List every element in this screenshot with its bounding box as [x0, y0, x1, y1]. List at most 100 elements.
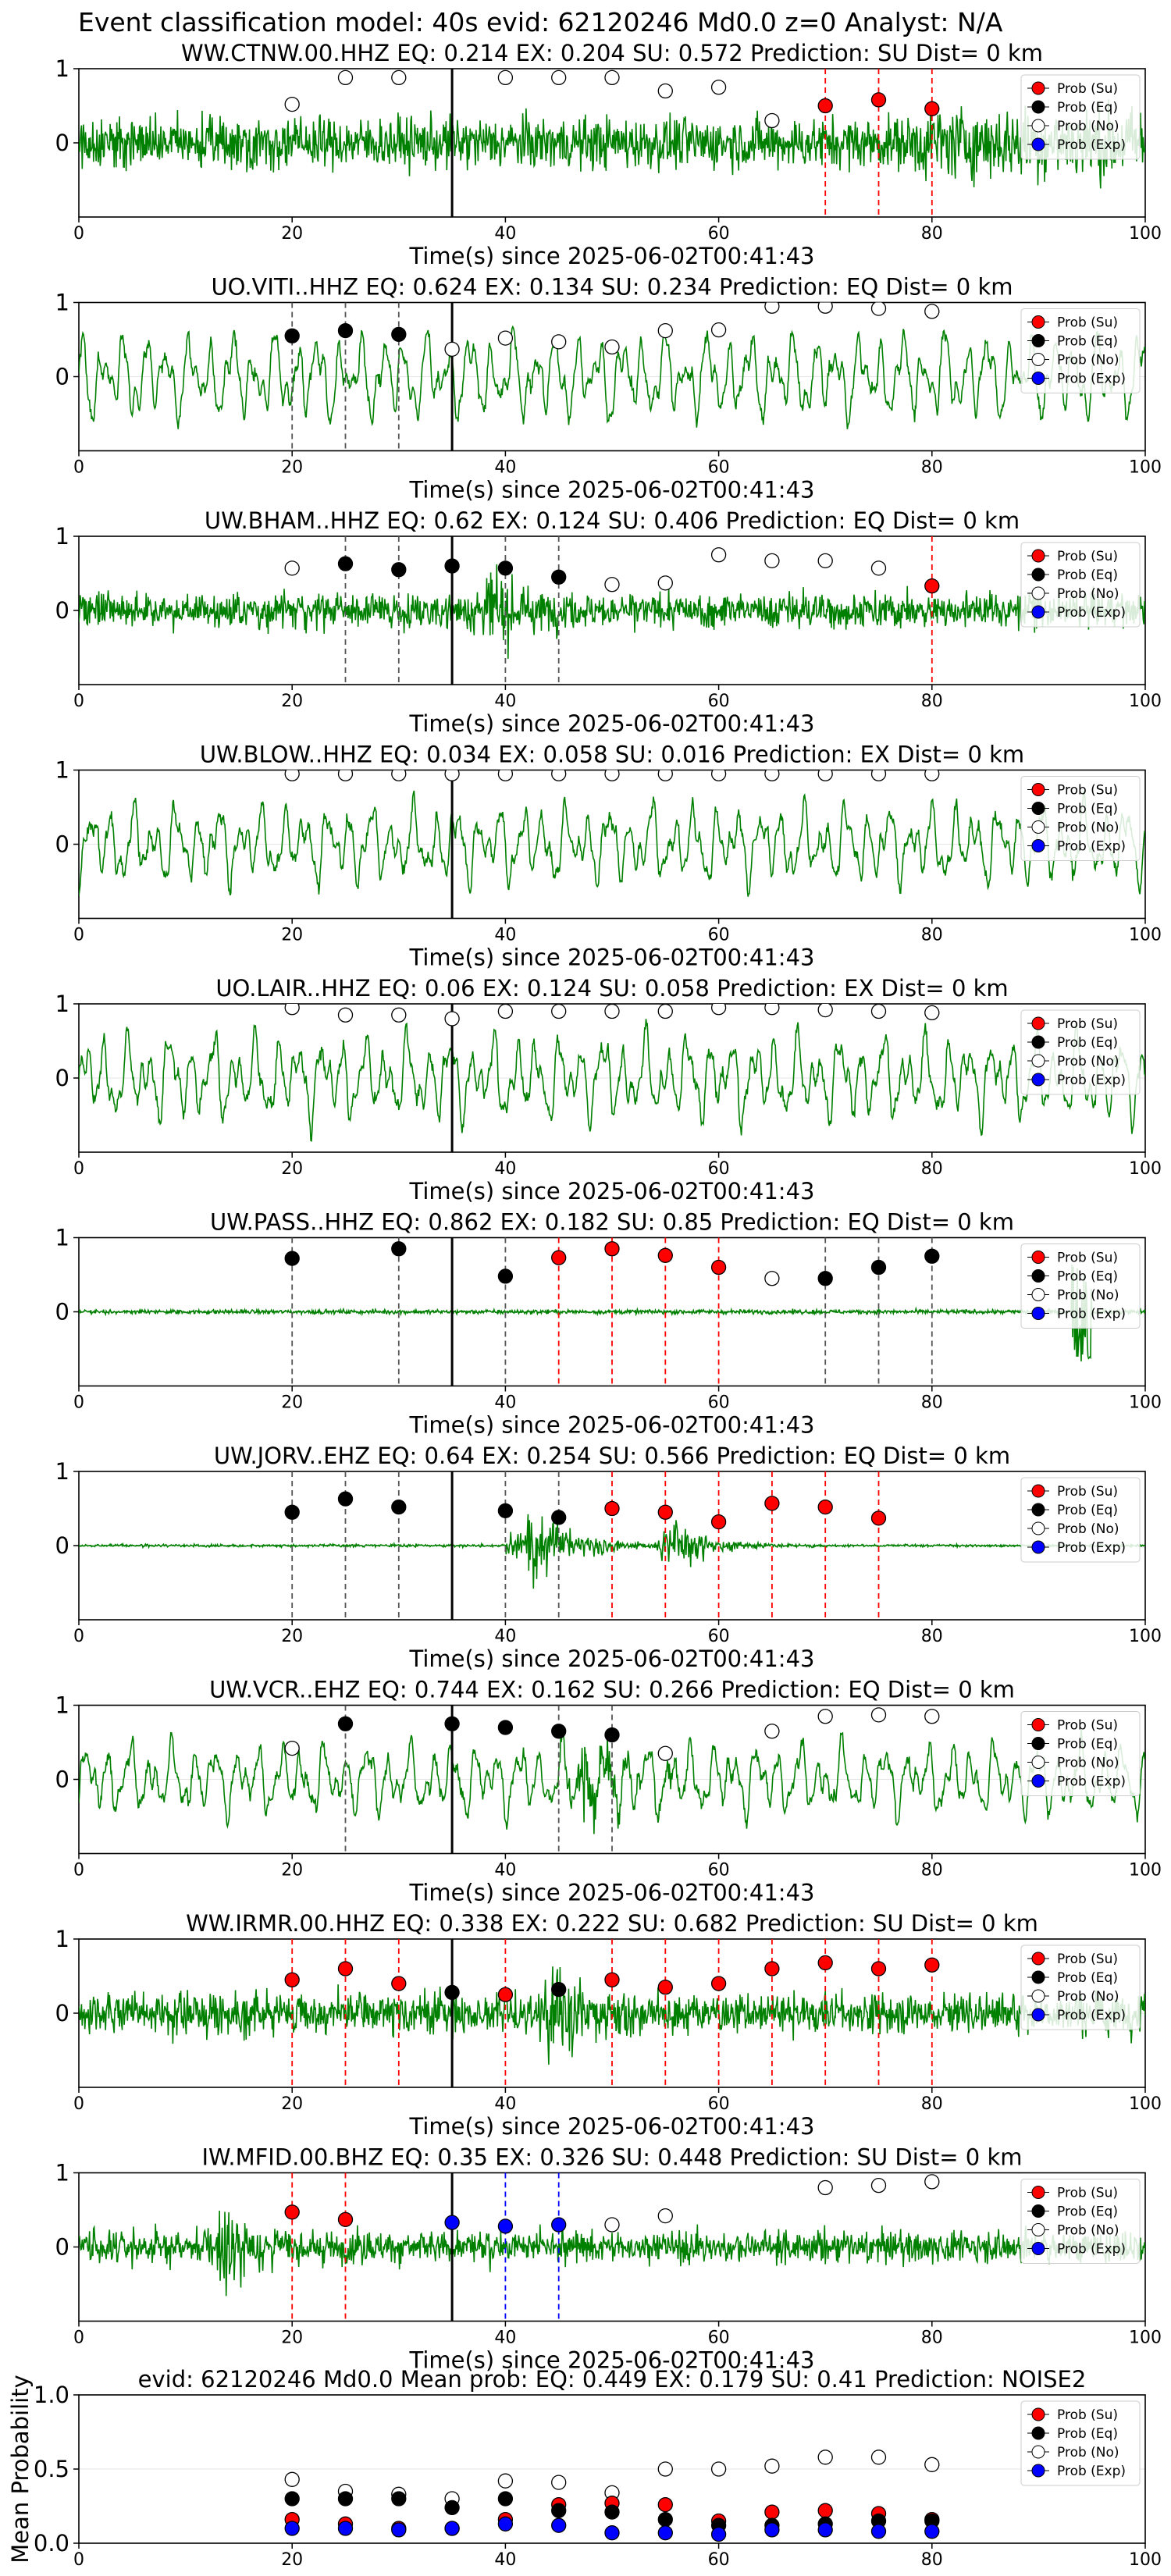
legend-label-exp: Prob (Exp) — [1057, 1540, 1126, 1556]
legend-marker-no — [1031, 2445, 1045, 2459]
x-tick-label: 80 — [921, 1159, 943, 1179]
legend-marker-no — [1031, 119, 1045, 133]
station-panel-10: IW.MFID.00.BHZ EQ: 0.35 EX: 0.326 SU: 0.… — [55, 2144, 1162, 2374]
y-tick-label: 1.0 — [34, 2382, 69, 2408]
legend-marker-eq — [1031, 1269, 1045, 1283]
legend-label-eq: Prob (Eq) — [1057, 1035, 1118, 1051]
station-panel-6: UW.PASS..HHZ EQ: 0.862 EX: 0.182 SU: 0.8… — [55, 1209, 1162, 1439]
prob-point-no — [337, 770, 354, 781]
legend-label-no: Prob (No) — [1057, 1989, 1119, 2005]
x-tick-label: 80 — [921, 224, 943, 244]
legend-marker-su — [1031, 81, 1045, 95]
y-tick-label: 0 — [55, 1299, 69, 1325]
station-panel-7: UW.JORV..EHZ EQ: 0.64 EX: 0.254 SU: 0.56… — [55, 1443, 1162, 1672]
prob-point-no — [497, 330, 514, 346]
prob-point-su — [817, 1499, 833, 1515]
station-panel-6-title: UW.PASS..HHZ EQ: 0.862 EX: 0.182 SU: 0.8… — [210, 1209, 1014, 1236]
prob-point-exp — [764, 2522, 780, 2538]
prob-point-su — [817, 1955, 833, 1971]
x-tick-label: 20 — [281, 2329, 303, 2348]
y-tick-label: 0 — [55, 1065, 69, 1091]
legend-marker-su — [1031, 2407, 1045, 2421]
x-tick-label: 60 — [708, 2329, 730, 2348]
mean-prob-panel-legend-box — [1020, 2400, 1141, 2486]
prob-point-no — [817, 1004, 833, 1018]
prob-point-no — [710, 770, 727, 781]
x-tick-label: 20 — [281, 2094, 303, 2114]
legend-marker-su — [1031, 2186, 1045, 2199]
prob-point-eq — [551, 569, 567, 585]
prob-point-no — [604, 2217, 620, 2233]
legend-label-no: Prob (No) — [1057, 820, 1119, 836]
prob-point-eq — [817, 1271, 833, 1286]
legend-label-exp: Prob (Exp) — [1057, 1774, 1126, 1790]
station-panel-2: UO.VITI..HHZ EQ: 0.624 EX: 0.134 SU: 0.2… — [55, 274, 1162, 503]
x-tick-label: 0 — [73, 2329, 84, 2348]
station-panel-3: UW.BHAM..HHZ EQ: 0.62 EX: 0.124 SU: 0.40… — [55, 507, 1162, 737]
prob-point-no — [817, 1709, 833, 1724]
prob-point-exp — [551, 2517, 567, 2533]
prob-point-no — [870, 302, 887, 316]
station-panel-8-plot-area — [79, 1705, 1145, 1854]
legend-label-no: Prob (No) — [1057, 1521, 1119, 1537]
prob-point-eq — [337, 556, 354, 571]
legend-marker-no — [1031, 586, 1045, 600]
prob-point-no — [551, 770, 567, 781]
y-tick-label: 1 — [55, 1926, 69, 1952]
station-panel-1-waveform — [79, 99, 1145, 189]
x-tick-label: 100 — [1129, 1861, 1162, 1880]
prob-point-su — [924, 1957, 940, 1973]
legend-marker-no — [1031, 1989, 1045, 2003]
x-tick-label: 60 — [708, 1861, 730, 1880]
station-panel-3-plot-area — [79, 536, 1145, 685]
prob-point-no — [444, 770, 460, 781]
station-panel-2-xlabel: Time(s) since 2025-06-02T00:41:43 — [409, 477, 815, 503]
prob-point-no — [924, 770, 940, 781]
station-panel-8-waveform — [79, 1729, 1145, 1834]
prob-point-eq — [924, 1248, 940, 1264]
station-panel-10-plot-area — [79, 2172, 1145, 2322]
x-tick-label: 80 — [921, 2329, 943, 2348]
prob-point-no — [870, 1004, 887, 1019]
prob-point-eq — [870, 1259, 887, 1276]
legend-label-no: Prob (No) — [1057, 1288, 1119, 1304]
prob-point-no — [817, 302, 833, 314]
station-panel-10-legend-box — [1020, 2179, 1141, 2264]
prob-point-no — [764, 553, 780, 568]
prob-point-eq — [284, 1504, 300, 1520]
y-tick-label: 1 — [55, 290, 69, 316]
legend-marker-eq — [1031, 2204, 1045, 2218]
prob-point-eq — [337, 1716, 354, 1731]
prob-point-no — [604, 577, 620, 592]
legend-label-exp: Prob (Exp) — [1057, 1307, 1126, 1322]
x-tick-label: 100 — [1129, 692, 1162, 711]
x-tick-label: 40 — [494, 1393, 516, 1413]
station-panel-2-plot-area — [79, 302, 1145, 451]
station-panel-9-legend-box — [1020, 1944, 1141, 2030]
prob-point-eq — [604, 1727, 620, 1743]
prob-point-no — [497, 2473, 514, 2489]
x-tick-label: 100 — [1129, 2094, 1162, 2114]
x-tick-label: 0 — [73, 1627, 84, 1646]
prob-point-su — [284, 1972, 300, 1987]
prob-point-no — [551, 2475, 567, 2490]
legend-label-no: Prob (No) — [1057, 1054, 1119, 1069]
prob-point-su — [710, 1976, 727, 1991]
station-panel-5-waveform — [79, 1019, 1145, 1142]
prob-point-no — [924, 2457, 940, 2472]
prob-point-su — [604, 1972, 620, 1987]
legend-marker-exp — [1031, 2464, 1045, 2478]
prob-point-eq — [284, 328, 300, 343]
prob-point-no — [657, 575, 673, 591]
y-tick-label: 0.5 — [34, 2456, 69, 2482]
legend-marker-su — [1031, 1718, 1045, 1731]
x-tick-label: 40 — [494, 926, 516, 945]
prob-point-eq — [444, 558, 460, 574]
prob-point-no — [497, 770, 514, 781]
y-tick-label: 1 — [55, 991, 69, 1017]
prob-point-no — [870, 2450, 887, 2465]
y-tick-label: 1 — [55, 2160, 69, 2186]
prob-point-eq — [551, 1724, 567, 1739]
x-tick-label: 60 — [708, 458, 730, 478]
prob-point-no — [870, 1707, 887, 1723]
